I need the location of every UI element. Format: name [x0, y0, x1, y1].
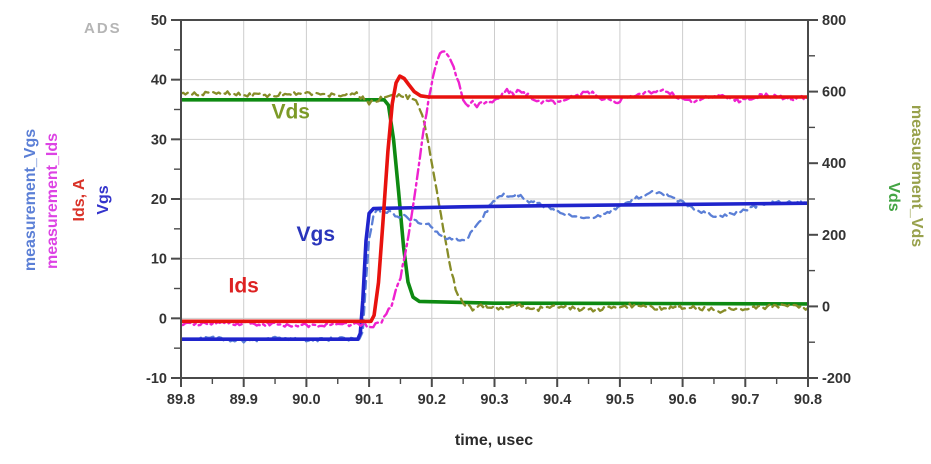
left-tick-label: 0 — [159, 311, 167, 327]
curve-vgs_sim — [182, 201, 807, 341]
curve-label-vds: Vds — [271, 100, 310, 123]
x-tick-label: 90.3 — [480, 392, 508, 408]
right-tick-label: 800 — [822, 13, 846, 29]
left-tick-label: 20 — [151, 192, 167, 208]
x-tick-label: 90.8 — [794, 392, 822, 408]
x-tick-label: 90.2 — [418, 392, 446, 408]
left-tick-label: 40 — [151, 73, 167, 89]
x-tick-label: 90.6 — [668, 392, 696, 408]
right-tick-label: 200 — [822, 228, 846, 244]
left-tick-label: -10 — [146, 371, 167, 387]
right-tick-label: -200 — [822, 371, 851, 387]
x-tick-label: 90.1 — [355, 392, 383, 408]
right-tick-label: 600 — [822, 85, 846, 101]
x-tick-label: 89.8 — [167, 392, 195, 408]
x-tick-label: 90.7 — [731, 392, 759, 408]
x-axis-title: time, usec — [454, 432, 534, 449]
plot-frame — [180, 19, 809, 379]
right-tick-label: 400 — [822, 156, 846, 172]
right-tick-label: 0 — [822, 299, 830, 315]
left-tick-label: 10 — [151, 252, 167, 268]
curve-label-vgs: Vgs — [297, 223, 336, 246]
x-tick-label: 89.9 — [230, 392, 258, 408]
curve-vds_meas — [182, 90, 807, 314]
ads-logo: ADS — [84, 20, 122, 37]
curve-ids_sim — [182, 74, 807, 324]
x-tick-label: 90.5 — [606, 392, 634, 408]
left-tick-label: 50 — [151, 13, 167, 29]
x-tick-label: 90.0 — [292, 392, 320, 408]
left-tick-label: 30 — [151, 132, 167, 148]
x-tick-label: 90.4 — [543, 392, 571, 408]
curve-vds_sim — [182, 98, 807, 306]
curve-label-ids: Ids — [229, 275, 259, 298]
